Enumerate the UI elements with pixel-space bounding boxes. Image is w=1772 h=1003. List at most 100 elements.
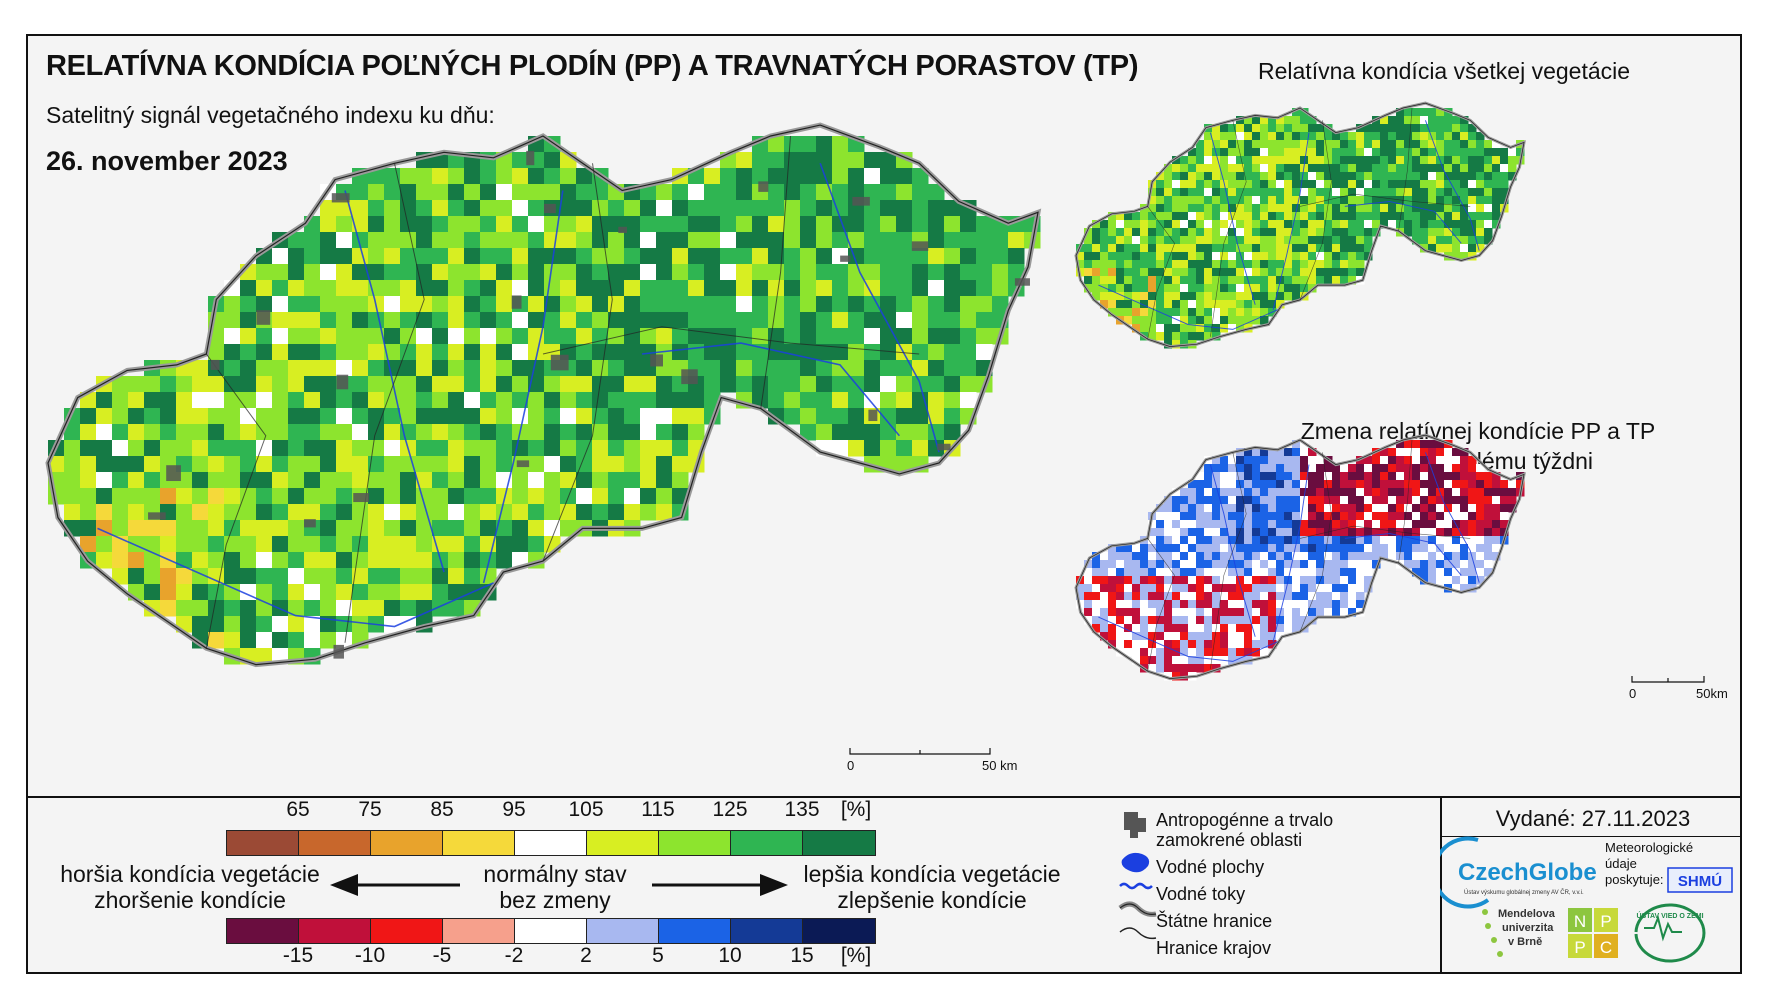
map-pixel [1364, 220, 1373, 229]
map-pixel [1268, 528, 1277, 537]
map-pixel [1436, 108, 1445, 117]
map-pixel [832, 312, 849, 329]
map-pixel [176, 440, 193, 457]
map-pixel [224, 600, 241, 617]
map-pixel [1324, 268, 1333, 277]
map-pixel [1180, 244, 1189, 253]
map-pixel [1348, 528, 1357, 537]
map-pixel [1300, 544, 1309, 553]
map-pixel [1324, 496, 1333, 505]
map-pixel [1316, 124, 1325, 133]
map-pixel [1196, 276, 1205, 285]
map-pixel [1420, 116, 1429, 125]
map-pixel [336, 280, 353, 297]
map-pixel [1204, 528, 1213, 537]
map-pixel [304, 440, 321, 457]
map-pixel [1260, 156, 1269, 165]
map-pixel [1228, 220, 1237, 229]
map-pixel [960, 296, 977, 313]
map-pixel [416, 456, 433, 473]
map-pixel [1340, 236, 1349, 245]
map-pixel [816, 328, 833, 345]
map-pixel [1236, 632, 1245, 641]
map-pixel [1228, 600, 1237, 609]
map-pixel [1356, 164, 1365, 173]
map-pixel [384, 424, 401, 441]
map-pixel [1292, 244, 1301, 253]
map-pixel [1212, 180, 1221, 189]
map-pixel [1492, 164, 1501, 173]
map-pixel [1380, 528, 1389, 537]
map-pixel [720, 360, 737, 377]
map-pixel [672, 232, 689, 249]
map-pixel [1372, 196, 1381, 205]
map-pixel [1292, 448, 1301, 457]
legend-worse-line2: zhoršenie kondície [94, 887, 286, 913]
map-pixel [1268, 124, 1277, 133]
nppc-letter-2: P [1600, 912, 1611, 931]
map-pixel [1172, 648, 1181, 657]
map-pixel [1412, 228, 1421, 237]
mendel-line3: v Brně [1508, 936, 1542, 948]
map-pixel [1268, 616, 1277, 625]
map-pixel [992, 296, 1009, 313]
map-pixel [1236, 196, 1245, 205]
map-pixel [800, 424, 817, 441]
map-pixel [912, 328, 929, 345]
map-pixel [352, 440, 369, 457]
map-pixel [1276, 536, 1285, 545]
map-pixel [1172, 632, 1181, 641]
map-pixel [1268, 244, 1277, 253]
map-pixel [384, 168, 401, 185]
map-pixel [1196, 536, 1205, 545]
map-pixel [1292, 440, 1301, 449]
map-pixel [1396, 132, 1405, 141]
map-pixel [1324, 204, 1333, 213]
map-pixel [192, 600, 209, 617]
map-pixel [336, 296, 353, 313]
map-pixel [800, 136, 817, 153]
scale-bar-end: 50 km [982, 758, 1017, 773]
map-pixel [720, 264, 737, 281]
map-pixel [1404, 496, 1413, 505]
map-pixel [368, 216, 385, 233]
page-subtitle: Satelitný signál vegetačného indexu ku d… [46, 102, 495, 128]
map-pixel [1476, 188, 1485, 197]
map-pixel [1164, 172, 1173, 181]
map-pixel [1260, 220, 1269, 229]
map-pixel [1300, 228, 1309, 237]
map-pixel [1204, 260, 1213, 269]
map-pixel [560, 312, 577, 329]
map-pixel [1404, 132, 1413, 141]
map-pixel [1372, 188, 1381, 197]
map-pixel [1420, 480, 1429, 489]
map-pixel [640, 248, 657, 265]
map-pixel [1484, 172, 1493, 181]
map-pixel [416, 520, 433, 537]
map-pixel [304, 248, 321, 265]
map-pixel [1444, 172, 1453, 181]
map-pixel [1292, 196, 1301, 205]
map-pixel [464, 392, 481, 409]
map-pixel [1364, 504, 1373, 513]
map-pixel [1340, 260, 1349, 269]
map-pixel [1452, 504, 1461, 513]
map-pixel [1308, 488, 1317, 497]
map-pixel [1180, 172, 1189, 181]
map-pixel [480, 248, 497, 265]
map-pixel [1492, 536, 1501, 545]
map-pixel [256, 472, 273, 489]
map-pixel [1244, 640, 1253, 649]
map-pixel [384, 200, 401, 217]
map-pixel [1372, 520, 1381, 529]
map-pixel [832, 392, 849, 409]
map-pixel [416, 200, 433, 217]
map-pixel [1188, 632, 1197, 641]
map-pixel [1276, 212, 1285, 221]
map-pixel [1340, 196, 1349, 205]
map-pixel [1396, 172, 1405, 181]
regional-border-line [1210, 452, 1247, 669]
tick-label: -15 [282, 944, 314, 967]
map-pixel [1084, 236, 1093, 245]
map-pixel [1188, 172, 1197, 181]
